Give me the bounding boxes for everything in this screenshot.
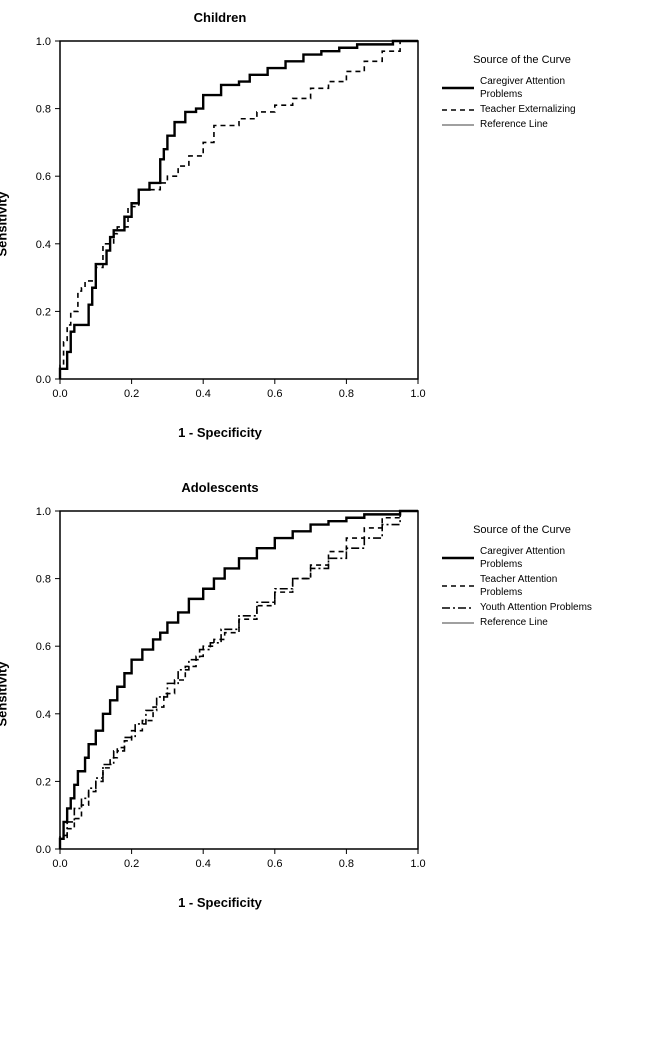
y-tick-label: 0.2	[36, 776, 51, 788]
x-tick-label: 0.2	[124, 388, 139, 400]
legend-item: Teacher Attention Problems	[442, 573, 602, 599]
y-tick-label: 0.4	[36, 239, 51, 251]
chart-title: Adolescents	[10, 480, 430, 495]
legend-item: Teacher Externalizing	[442, 103, 602, 116]
legend-item: Reference Line	[442, 118, 602, 131]
chart-title: Children	[10, 10, 430, 25]
legend-label: Caregiver Attention Problems	[480, 75, 602, 101]
legend-label: Youth Attention Problems	[480, 601, 592, 614]
legend-item: Youth Attention Problems	[442, 601, 602, 614]
roc-chart-children: ChildrenSensitivity0.00.00.20.20.40.40.6…	[10, 10, 646, 440]
y-tick-label: 0.0	[36, 844, 51, 856]
legend: Source of the Curve Caregiver Attention P…	[442, 523, 602, 631]
legend-item: Caregiver Attention Problems	[442, 75, 602, 101]
x-tick-label: 0.0	[52, 858, 67, 870]
y-tick-label: 0.6	[36, 641, 51, 653]
plot-area: 0.00.0 0.2 0.2 0.4 0.4 0.6 0.6 0.8 0.8 1.0 1.0	[10, 29, 430, 419]
y-axis-label: Sensitivity	[0, 191, 10, 256]
y-tick-label: 0.0	[36, 374, 51, 386]
legend-label: Reference Line	[480, 118, 548, 131]
y-axis-label: Sensitivity	[0, 661, 10, 726]
y-tick-label: 1.0	[36, 36, 51, 48]
x-tick-label: 0.6	[267, 858, 282, 870]
x-axis-label: 1 - Specificity	[10, 425, 430, 440]
y-tick-label: 0.2	[36, 306, 51, 318]
y-tick-label: 0.4	[36, 709, 51, 721]
x-tick-label: 1.0	[410, 388, 425, 400]
legend: Source of the Curve Caregiver Attention P…	[442, 53, 602, 133]
x-tick-label: 0.0	[52, 388, 67, 400]
legend-label: Caregiver Attention Problems	[480, 545, 602, 571]
x-tick-label: 0.4	[196, 858, 211, 870]
roc-chart-adolescents: AdolescentsSensitivity0.00.00.20.20.40.4…	[10, 480, 646, 910]
x-tick-label: 0.2	[124, 858, 139, 870]
x-tick-label: 0.8	[339, 388, 354, 400]
legend-item: Caregiver Attention Problems	[442, 545, 602, 571]
legend-title: Source of the Curve	[442, 53, 602, 67]
y-tick-label: 0.8	[36, 104, 51, 116]
x-tick-label: 0.6	[267, 388, 282, 400]
legend-label: Reference Line	[480, 616, 548, 629]
x-axis-label: 1 - Specificity	[10, 895, 430, 910]
plot-area: 0.00.0 0.2 0.2 0.4 0.4 0.6 0.6 0.8 0.8 1.0 1.0	[10, 499, 430, 889]
y-tick-label: 1.0	[36, 506, 51, 518]
y-tick-label: 0.6	[36, 171, 51, 183]
legend-label: Teacher Attention Problems	[480, 573, 602, 599]
x-tick-label: 1.0	[410, 858, 425, 870]
legend-item: Reference Line	[442, 616, 602, 629]
legend-label: Teacher Externalizing	[480, 103, 576, 116]
x-tick-label: 0.4	[196, 388, 211, 400]
legend-title: Source of the Curve	[442, 523, 602, 537]
x-tick-label: 0.8	[339, 858, 354, 870]
y-tick-label: 0.8	[36, 574, 51, 586]
